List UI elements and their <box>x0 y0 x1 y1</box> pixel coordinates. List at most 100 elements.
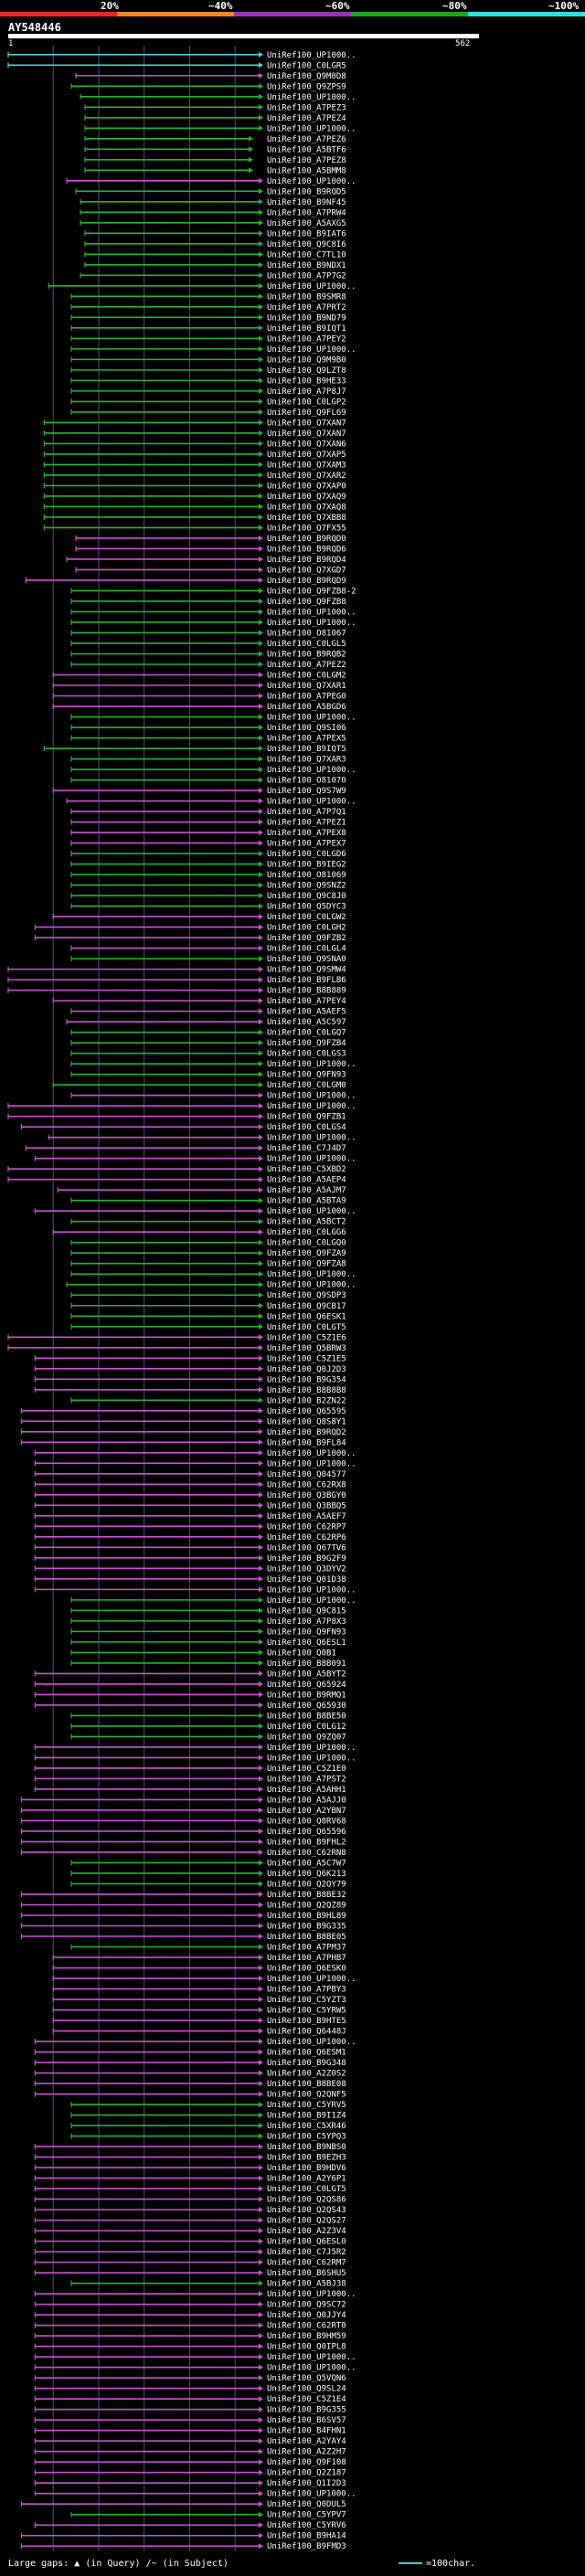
hit-label[interactable]: UniRef100_C62RP7 <box>267 1522 346 1532</box>
hit-label[interactable]: UniRef100_Q9LZT8 <box>267 366 346 376</box>
hit-label[interactable]: UniRef100_Q3DYV2 <box>267 1564 346 1574</box>
hit-label[interactable]: UniRef100_O81067 <box>267 629 346 638</box>
hit-label[interactable]: UniRef100_UP1000.. <box>267 798 356 807</box>
hit-label[interactable]: UniRef100_Q8RV68 <box>267 1817 346 1826</box>
hit-label[interactable]: UniRef100_Q9S7W9 <box>267 787 346 796</box>
hit-label[interactable]: UniRef100_A7PEZ6 <box>267 135 346 144</box>
hit-label[interactable]: UniRef100_A7PRW4 <box>267 208 346 217</box>
hit-label[interactable]: UniRef100_Q9FZA8 <box>267 1260 346 1269</box>
hit-label[interactable]: UniRef100_B9G355 <box>267 2406 346 2415</box>
hit-label[interactable]: UniRef100_C7J4D7 <box>267 1144 346 1153</box>
hit-label[interactable]: UniRef100_UP1000.. <box>267 2290 356 2299</box>
hit-label[interactable]: UniRef100_B9HM59 <box>267 2332 346 2341</box>
hit-label[interactable]: UniRef100_C0LGL4 <box>267 945 346 954</box>
hit-label[interactable]: UniRef100_B9FL84 <box>267 1438 346 1447</box>
hit-label[interactable]: UniRef100_B9EZH3 <box>267 2154 346 2163</box>
hit-label[interactable]: UniRef100_A5BCT2 <box>267 1218 346 1227</box>
hit-label[interactable]: UniRef100_O81070 <box>267 777 346 786</box>
hit-label[interactable]: UniRef100_B9G2F9 <box>267 1554 346 1564</box>
hit-label[interactable]: UniRef100_Q7XAM3 <box>267 461 346 470</box>
hit-label[interactable]: UniRef100_Q7XAQ8 <box>267 503 346 512</box>
hit-label[interactable]: UniRef100_C7J5R2 <box>267 2248 346 2257</box>
hit-label[interactable]: UniRef100_Q9C8I6 <box>267 240 346 249</box>
hit-label[interactable]: UniRef100_Q65596 <box>267 1828 346 1837</box>
hit-label[interactable]: UniRef100_UP1000.. <box>267 1092 356 1101</box>
hit-label[interactable]: UniRef100_UP1000.. <box>267 766 356 775</box>
hit-label[interactable]: UniRef100_B6SHU5 <box>267 2269 346 2278</box>
hit-label[interactable]: UniRef100_A7PBY3 <box>267 1986 346 1995</box>
hit-label[interactable]: UniRef100_A5AHH1 <box>267 1786 346 1795</box>
hit-label[interactable]: UniRef100_C0LGM2 <box>267 672 346 681</box>
hit-label[interactable]: UniRef100_C0LGP2 <box>267 398 346 407</box>
hit-label[interactable]: UniRef100_A7PEX8 <box>267 829 346 838</box>
hit-label[interactable]: UniRef100_C62RP6 <box>267 1533 346 1542</box>
hit-label[interactable]: UniRef100_Q6K213 <box>267 1870 346 1879</box>
hit-label[interactable]: UniRef100_UP1000.. <box>267 2353 356 2362</box>
hit-label[interactable]: UniRef100_UP1000.. <box>267 2038 356 2047</box>
hit-label[interactable]: UniRef100_Q7XAN7 <box>267 419 346 428</box>
hit-label[interactable]: UniRef100_Q9M9B0 <box>267 355 346 365</box>
hit-label[interactable]: UniRef100_C0LGS3 <box>267 1050 346 1059</box>
hit-label[interactable]: UniRef100_B6SV57 <box>267 2416 346 2425</box>
hit-label[interactable]: UniRef100_B9RQD5 <box>267 187 346 196</box>
hit-label[interactable]: UniRef100_B8BE08 <box>267 2080 346 2089</box>
hit-label[interactable]: UniRef100_B9IEG2 <box>267 861 346 870</box>
hit-label[interactable]: UniRef100_B9I1Z4 <box>267 2112 346 2121</box>
hit-label[interactable]: UniRef100_B9NDX1 <box>267 261 346 270</box>
hit-label[interactable]: UniRef100_B9HE33 <box>267 376 346 386</box>
hit-label[interactable]: UniRef100_UP1000.. <box>267 51 356 60</box>
hit-label[interactable]: UniRef100_Q9SL24 <box>267 2385 346 2394</box>
hit-label[interactable]: UniRef100_UP1000.. <box>267 1281 356 1290</box>
hit-label[interactable]: UniRef100_C5Z1E5 <box>267 1354 346 1363</box>
hit-label[interactable]: UniRef100_C0LGR5 <box>267 61 346 70</box>
hit-label[interactable]: UniRef100_B9IQT1 <box>267 324 346 334</box>
hit-label[interactable]: UniRef100_C5Z1E4 <box>267 2395 346 2404</box>
hit-label[interactable]: UniRef100_B8B8B8 <box>267 1386 346 1395</box>
hit-label[interactable]: UniRef100_Q9CB17 <box>267 1302 346 1311</box>
hit-label[interactable]: UniRef100_A5C7W7 <box>267 1859 346 1868</box>
hit-label[interactable]: UniRef100_B9RQD4 <box>267 556 346 565</box>
hit-label[interactable]: UniRef100_Q2QS27 <box>267 2217 346 2226</box>
hit-label[interactable]: UniRef100_B8BE05 <box>267 1933 346 1942</box>
hit-label[interactable]: UniRef100_B9G354 <box>267 1375 346 1384</box>
hit-label[interactable]: UniRef100_UP1000.. <box>267 1975 356 1984</box>
hit-label[interactable]: UniRef100_Q9M0D8 <box>267 72 346 81</box>
hit-label[interactable]: UniRef100_A2YBN7 <box>267 1807 346 1816</box>
hit-label[interactable]: UniRef100_C5YPQ3 <box>267 2133 346 2142</box>
hit-label[interactable]: UniRef100_UP1000.. <box>267 2490 356 2499</box>
hit-label[interactable]: UniRef100_Q0J2D3 <box>267 1365 346 1374</box>
hit-label[interactable]: UniRef100_Q7XBB8 <box>267 514 346 523</box>
hit-label[interactable]: UniRef100_B9HDV6 <box>267 2164 346 2173</box>
hit-label[interactable]: UniRef100_B9HL89 <box>267 1912 346 1921</box>
hit-label[interactable]: UniRef100_C0LG12 <box>267 1723 346 1732</box>
hit-label[interactable]: UniRef100_A7PEY4 <box>267 997 346 1006</box>
hit-label[interactable]: UniRef100_A5AEP4 <box>267 1176 346 1185</box>
hit-label[interactable]: UniRef100_A7PEZ2 <box>267 661 346 670</box>
hit-label[interactable]: UniRef100_Q0JJY4 <box>267 2311 346 2320</box>
hit-label[interactable]: UniRef100_Q9SI06 <box>267 724 346 733</box>
hit-label[interactable]: UniRef100_Q65924 <box>267 1680 346 1690</box>
hit-label[interactable]: UniRef100_A5AXG5 <box>267 219 346 228</box>
hit-label[interactable]: UniRef100_A5AJJ0 <box>267 1796 346 1805</box>
hit-label[interactable]: UniRef100_B9NBS0 <box>267 2143 346 2152</box>
hit-label[interactable]: UniRef100_UP1000.. <box>267 1134 356 1143</box>
hit-label[interactable]: UniRef100_A7PEX7 <box>267 840 346 849</box>
hit-label[interactable]: UniRef100_UP1000.. <box>267 1744 356 1753</box>
hit-label[interactable]: UniRef100_C62RT0 <box>267 2322 346 2331</box>
hit-label[interactable]: UniRef100_A7P7G2 <box>267 271 346 281</box>
hit-label[interactable]: UniRef100_Q5BRW3 <box>267 1344 346 1353</box>
hit-label[interactable]: UniRef100_C0LGQ7 <box>267 1029 346 1038</box>
hit-label[interactable]: UniRef100_UP1000.. <box>267 1155 356 1164</box>
hit-label[interactable]: UniRef100_C0LGH2 <box>267 924 346 933</box>
hit-label[interactable]: UniRef100_A7P8J7 <box>267 387 346 397</box>
hit-label[interactable]: UniRef100_B8BE32 <box>267 1891 346 1900</box>
hit-label[interactable]: UniRef100_UP1000.. <box>267 1102 356 1111</box>
hit-label[interactable]: UniRef100_Q2Z187 <box>267 2469 346 2478</box>
hit-label[interactable]: UniRef100_Q9SC72 <box>267 2301 346 2310</box>
hit-label[interactable]: UniRef100_Q6ESK0 <box>267 1965 346 1974</box>
hit-label[interactable]: UniRef100_Q7XAR3 <box>267 756 346 765</box>
hit-label[interactable]: UniRef100_A5BTA9 <box>267 1197 346 1206</box>
hit-label[interactable]: UniRef100_Q9FZB8 <box>267 598 346 607</box>
hit-label[interactable]: UniRef100_C62RX8 <box>267 1480 346 1489</box>
hit-label[interactable]: UniRef100_Q7FX55 <box>267 524 346 533</box>
